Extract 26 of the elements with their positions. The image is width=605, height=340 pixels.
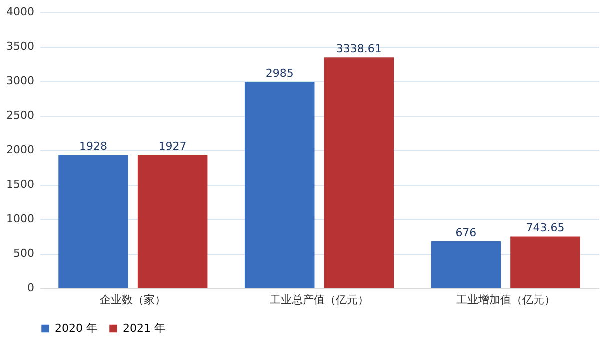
bar [138, 155, 208, 288]
legend-label: 2020 年 [55, 322, 98, 335]
data-label: 676 [456, 226, 477, 240]
bar [324, 58, 394, 288]
y-tick-label: 1000 [6, 212, 34, 226]
x-tick-label: 企业数（家） [100, 294, 166, 306]
y-tick-label: 0 [28, 282, 34, 294]
data-label: 1928 [80, 140, 108, 153]
y-tick-label: 3000 [6, 74, 34, 88]
bar [244, 82, 315, 288]
bar [510, 236, 580, 288]
y-tick-label: 500 [14, 247, 34, 260]
y-tick-label: 4000 [6, 6, 34, 18]
y-tick-label: 1500 [6, 178, 34, 191]
x-tick-label: 工业总产值（亿元） [270, 294, 369, 306]
y-tick-label: 3500 [6, 40, 34, 53]
y-tick-label: 2000 [6, 144, 34, 156]
bar [58, 154, 128, 288]
data-label: 1927 [158, 140, 187, 154]
legend-label: 2021 年 [123, 322, 166, 335]
x-tick-label: 工业增加值（亿元） [456, 294, 556, 306]
data-label: 3338.61 [336, 42, 382, 56]
bar [431, 241, 502, 288]
y-tick-label: 2500 [6, 109, 34, 122]
data-label: 2985 [266, 67, 294, 80]
data-label: 743.65 [526, 222, 565, 235]
